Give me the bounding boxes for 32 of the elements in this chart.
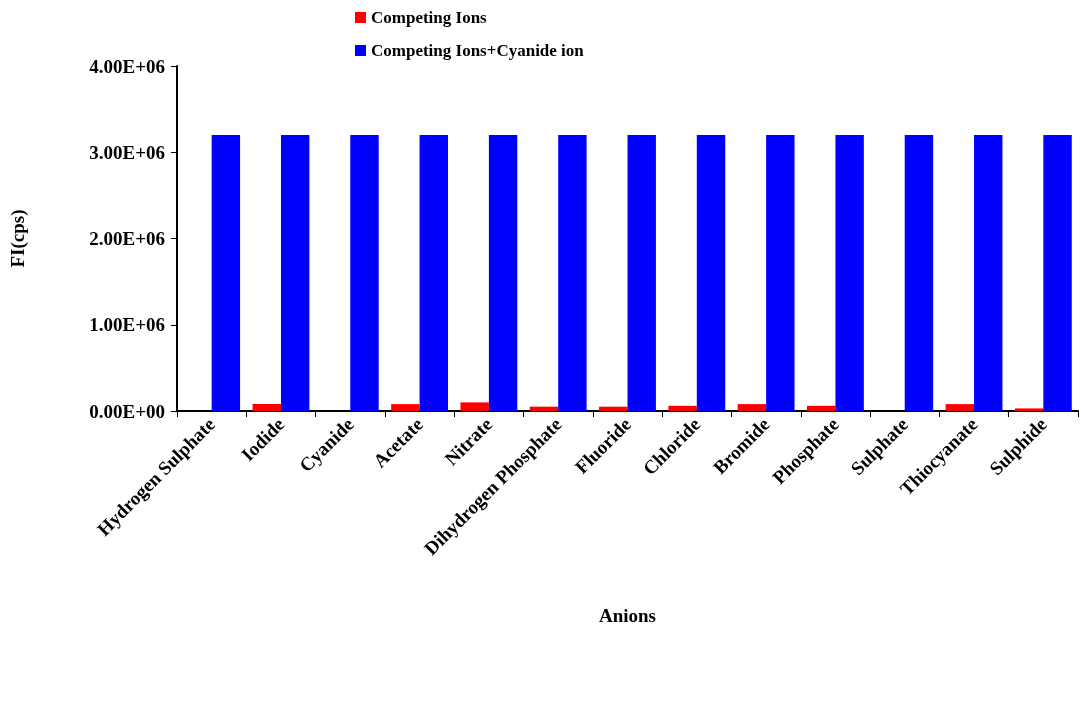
legend-label: Competing Ions+Cyanide ion xyxy=(371,41,585,60)
bar xyxy=(211,135,241,411)
bar xyxy=(1014,408,1044,411)
y-tick-label: 3.00E+06 xyxy=(89,141,165,163)
bar xyxy=(737,404,767,411)
x-axis-title: Anions xyxy=(598,605,657,626)
bar xyxy=(696,135,726,411)
bar xyxy=(391,404,420,411)
bar xyxy=(529,406,559,411)
bar xyxy=(766,135,795,411)
bar xyxy=(1043,135,1072,411)
y-tick-label: 4.00E+06 xyxy=(89,55,165,77)
legend-label: Competing Ions xyxy=(371,8,488,27)
y-tick-label: 0.00E+00 xyxy=(89,400,165,422)
bar xyxy=(280,135,310,411)
bar xyxy=(835,135,864,411)
bar xyxy=(974,135,1003,411)
bar xyxy=(460,402,489,411)
bar xyxy=(350,135,379,411)
y-tick-label: 1.00E+06 xyxy=(89,314,165,336)
bar xyxy=(904,135,934,411)
bar xyxy=(558,135,587,411)
bar xyxy=(252,404,281,411)
bar xyxy=(807,405,836,411)
y-tick-label: 2.00E+06 xyxy=(89,228,165,249)
bar xyxy=(945,404,975,411)
bar xyxy=(627,135,656,411)
bar xyxy=(599,406,628,411)
bar xyxy=(668,405,697,411)
bar xyxy=(419,135,448,411)
y-axis-title: FI(cps) xyxy=(7,209,29,268)
bar xyxy=(488,135,518,411)
